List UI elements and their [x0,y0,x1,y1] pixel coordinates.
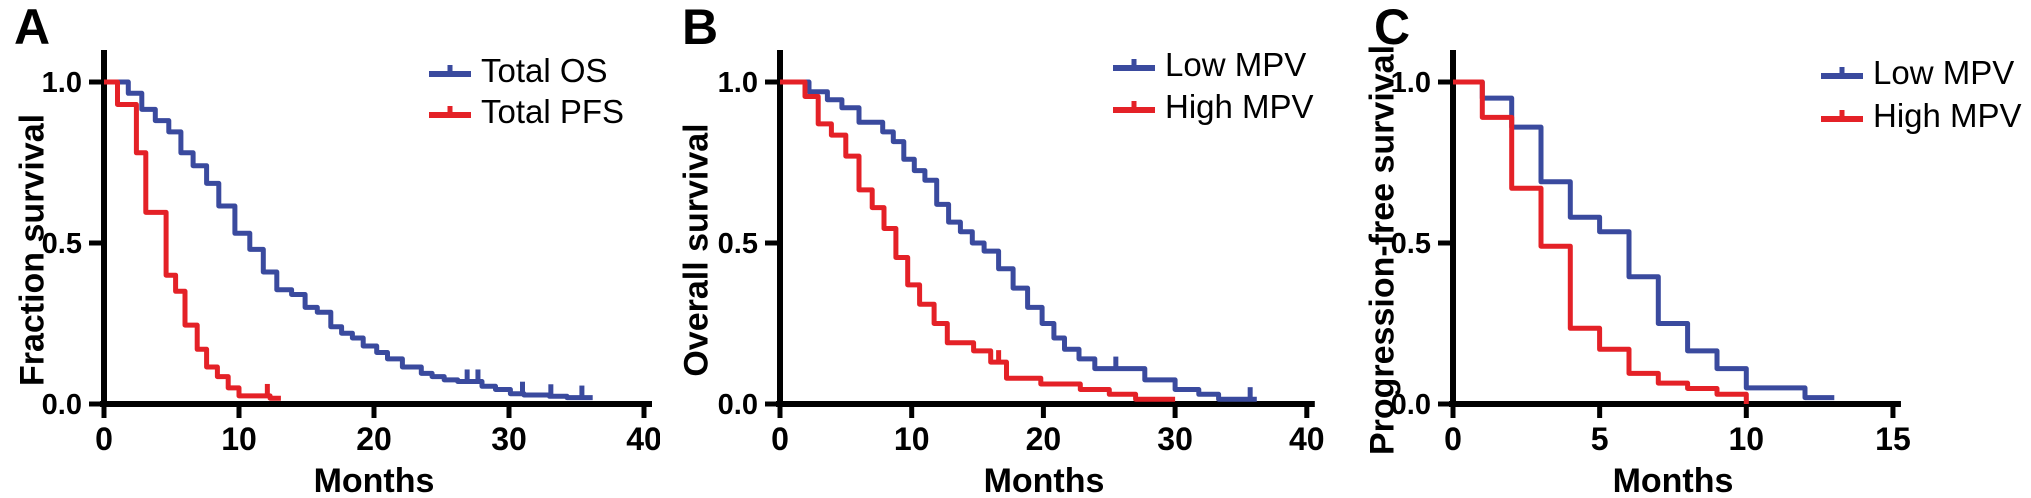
survival-curve-high-mpv [780,79,1176,402]
legend-item-low-mpv: Low MPV [1820,54,2015,91]
y-tick-label: 0.0 [718,389,758,421]
y-tick-label: 1.0 [718,67,758,99]
y-tick-label: 0.5 [718,228,758,260]
x-tick-label: 30 [1157,421,1193,457]
legend-item-low-mpv: Low MPV [1112,46,1307,83]
panel-b-x-axis-title: Months [983,462,1105,498]
x-tick-label: 0 [771,421,789,457]
y-tick-label: 1.0 [1391,67,1431,99]
legend-item-high-mpv: High MPV [1820,97,2022,134]
x-tick-label: 10 [894,421,930,457]
x-tick-label: 5 [1591,421,1609,457]
x-tick-label: 40 [626,421,660,457]
legend-item-high-mpv: High MPV [1112,88,1314,125]
red-curve-legend-marker-icon [429,106,471,118]
survival-curve-high-mpv [1453,79,1749,404]
panel-a-letter: A [14,0,51,55]
panel-b-plot: 1.0 0.5 0.0 0 10 20 30 40 [718,50,1325,457]
blue-curve-legend-marker-icon [429,65,471,77]
panel-c-letter: C [1374,0,1411,55]
legend-label: Total OS [481,52,608,89]
legend-label: High MPV [1165,88,1314,125]
panel-a-y-axis-title: Fraction survival [13,113,52,387]
panel-a: 1.0 0.5 0.0 0 10 20 30 40 A Fraction survival M… [0,0,661,498]
legend-label: High MPV [1873,97,2022,134]
survival-curve-low-mpv [780,79,1257,402]
legend-label: Low MPV [1165,46,1307,83]
x-tick-label: 30 [491,421,527,457]
legend-label: Total PFS [481,93,625,130]
survival-curve-total-os [104,79,593,401]
y-tick-label: 1.0 [42,67,82,99]
x-tick-label: 20 [356,421,392,457]
blue-curve-legend-marker-icon [1113,59,1155,71]
legend-item-total-os: Total OS [428,52,608,89]
legend-label: Low MPV [1873,54,2015,91]
red-curve-legend-marker-icon [1821,110,1863,122]
y-tick-label: 0.0 [1391,389,1431,421]
panel-b: 1.0 0.5 0.0 0 10 20 30 40 B Overall survival Mo… [660,0,1350,498]
x-tick-label: 10 [221,421,257,457]
y-tick-label: 0.0 [42,389,82,421]
x-tick-label: 40 [1289,421,1325,457]
panel-c-x-axis-title: Months [1612,462,1734,498]
blue-curve-legend-marker-icon [1821,67,1863,79]
x-tick-label: 10 [1729,421,1765,457]
x-tick-label: 0 [95,421,113,457]
y-tick-label: 0.5 [42,228,82,260]
panel-c: 1.0 0.5 0.0 0 5 10 15 C Progression-free survi… [1350,0,2031,498]
panel-b-y-axis-title: Overall survival [677,123,716,377]
legend-item-total-pfs: Total PFS [428,93,625,130]
panel-a-x-axis-title: Months [313,462,435,498]
red-curve-legend-marker-icon [1113,101,1155,113]
x-tick-label: 15 [1875,421,1911,457]
x-tick-label: 0 [1444,421,1462,457]
survival-curve-total-pfs [104,79,281,401]
panel-a-plot: 1.0 0.5 0.0 0 10 20 30 40 [42,50,660,457]
y-tick-label: 0.5 [1391,228,1431,260]
panel-b-letter: B [682,0,719,55]
x-tick-label: 20 [1026,421,1062,457]
panel-c-y-axis-title: Progression-free survival [1363,44,1402,456]
panel-c-plot: 1.0 0.5 0.0 0 5 10 15 [1391,50,1911,457]
